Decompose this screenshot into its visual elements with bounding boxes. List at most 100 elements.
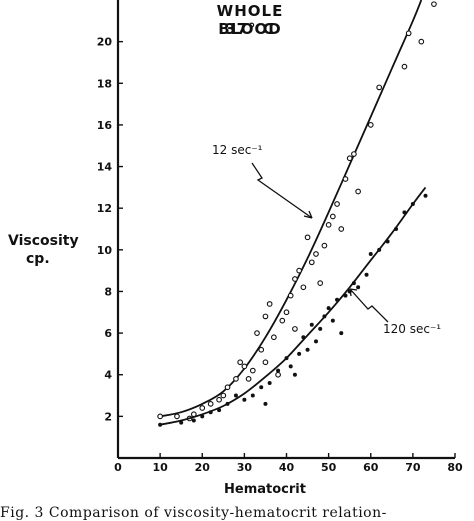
curve-label-120: 120 sec⁻¹	[383, 322, 441, 336]
series-12-point	[233, 376, 239, 382]
series-12-point	[279, 317, 286, 324]
series-120-point	[339, 331, 344, 336]
x-axis-label: Hematocrit	[224, 482, 306, 497]
series-12-point	[283, 309, 290, 316]
y-tick-label: 6	[104, 327, 112, 340]
series-120-point	[250, 393, 255, 398]
figure-caption: Fig. 3 Comparison of viscosity-hematocri…	[0, 505, 387, 521]
series-12-point	[207, 401, 214, 407]
series-120-point	[318, 326, 323, 331]
series-120-point	[394, 227, 399, 231]
y-axis-label-line-2: cp.	[26, 251, 50, 267]
x-tick-label: 80	[447, 461, 463, 474]
series-12-point	[292, 276, 298, 282]
series-120-point	[326, 306, 331, 311]
series-120-fit-curve	[159, 186, 427, 426]
series-120-point	[297, 351, 302, 356]
series-120-point	[158, 422, 163, 427]
series-12-point	[338, 226, 345, 232]
series-120-point	[288, 364, 293, 369]
y-tick-label: 20	[97, 36, 113, 49]
series-12-point	[249, 367, 256, 374]
series-12-point	[287, 292, 294, 299]
series-12-point	[334, 201, 340, 207]
series-12-point	[329, 213, 336, 220]
series-12-point	[355, 188, 361, 195]
series-120-point	[284, 356, 289, 361]
x-tick-label: 50	[321, 461, 337, 474]
curve-label-12-leader	[251, 162, 313, 219]
series-120-point	[377, 247, 382, 252]
series-120-point	[330, 318, 335, 323]
series-120-point	[368, 251, 373, 256]
y-tick-label: 4	[104, 369, 112, 382]
curve-label-12-arrowhead	[303, 210, 313, 219]
x-tick-label: 40	[279, 461, 295, 474]
curve-label-120-leader	[349, 288, 389, 323]
series-120-point	[225, 401, 230, 406]
series-12-point	[199, 405, 206, 411]
series-120-point	[200, 414, 205, 419]
series-12-point	[157, 413, 163, 420]
series-120-point	[335, 297, 340, 302]
series-12-point	[308, 259, 315, 266]
y-tick-label: 2	[104, 410, 112, 423]
series-12-point	[313, 251, 319, 257]
series-12-point	[174, 413, 180, 420]
series-12-point	[245, 376, 252, 382]
series-120-point	[322, 314, 327, 319]
series-120-point	[343, 293, 348, 298]
x-tick-label: 20	[195, 461, 211, 474]
series-12-point	[401, 63, 408, 70]
x-tick-label: 0	[114, 461, 122, 474]
series-12-point	[376, 84, 383, 91]
series-12-point	[292, 326, 298, 332]
series-12-point	[266, 301, 273, 307]
series-12-point	[317, 280, 324, 286]
series-120-point	[402, 210, 407, 215]
series-120-point	[301, 335, 306, 340]
series-12-point	[275, 371, 281, 378]
series-12-point	[346, 155, 353, 162]
series-12-point	[300, 284, 307, 291]
series-12-point	[220, 392, 227, 399]
series-12-point	[237, 359, 244, 366]
chart-title-line-1: WHOLE BLOOD	[216, 2, 284, 38]
y-tick-label: 10	[97, 244, 113, 257]
series-12-point	[405, 30, 412, 37]
y-tick-label: 8	[104, 285, 112, 298]
series-120-point	[191, 418, 196, 423]
series-120-point	[423, 193, 428, 198]
series-12-point	[224, 384, 231, 391]
series-120-point	[351, 281, 356, 286]
series-120-point	[313, 339, 318, 344]
series-12-point	[254, 330, 260, 336]
series-120-point	[233, 393, 238, 398]
x-tick-label: 60	[363, 461, 379, 474]
x-tick-label: 30	[237, 461, 253, 474]
series-120-point	[292, 372, 297, 377]
series-12-point	[216, 396, 222, 403]
series-120-point	[179, 420, 184, 425]
series-120-point	[259, 385, 264, 390]
series-120-point	[276, 368, 281, 373]
series-12-point	[342, 176, 349, 182]
series-120-point	[410, 202, 415, 207]
x-tick-label: 10	[152, 461, 168, 474]
series-120-point	[305, 347, 310, 352]
series-12-point	[431, 1, 437, 8]
series-12-point	[262, 359, 269, 366]
series-120-point	[356, 285, 361, 290]
series-120-point	[267, 381, 272, 386]
series-120-point	[263, 401, 268, 406]
curve-label-120-arrowhead	[349, 288, 358, 297]
series-12-point	[351, 151, 357, 157]
series-12-point	[271, 334, 277, 341]
series-120-point	[364, 272, 369, 277]
series-12-point	[258, 346, 265, 353]
series-12-point	[296, 267, 302, 274]
series-12-point	[325, 221, 332, 228]
y-tick-label: 18	[97, 77, 112, 90]
curve-label-12: 12 sec⁻¹	[212, 143, 263, 157]
